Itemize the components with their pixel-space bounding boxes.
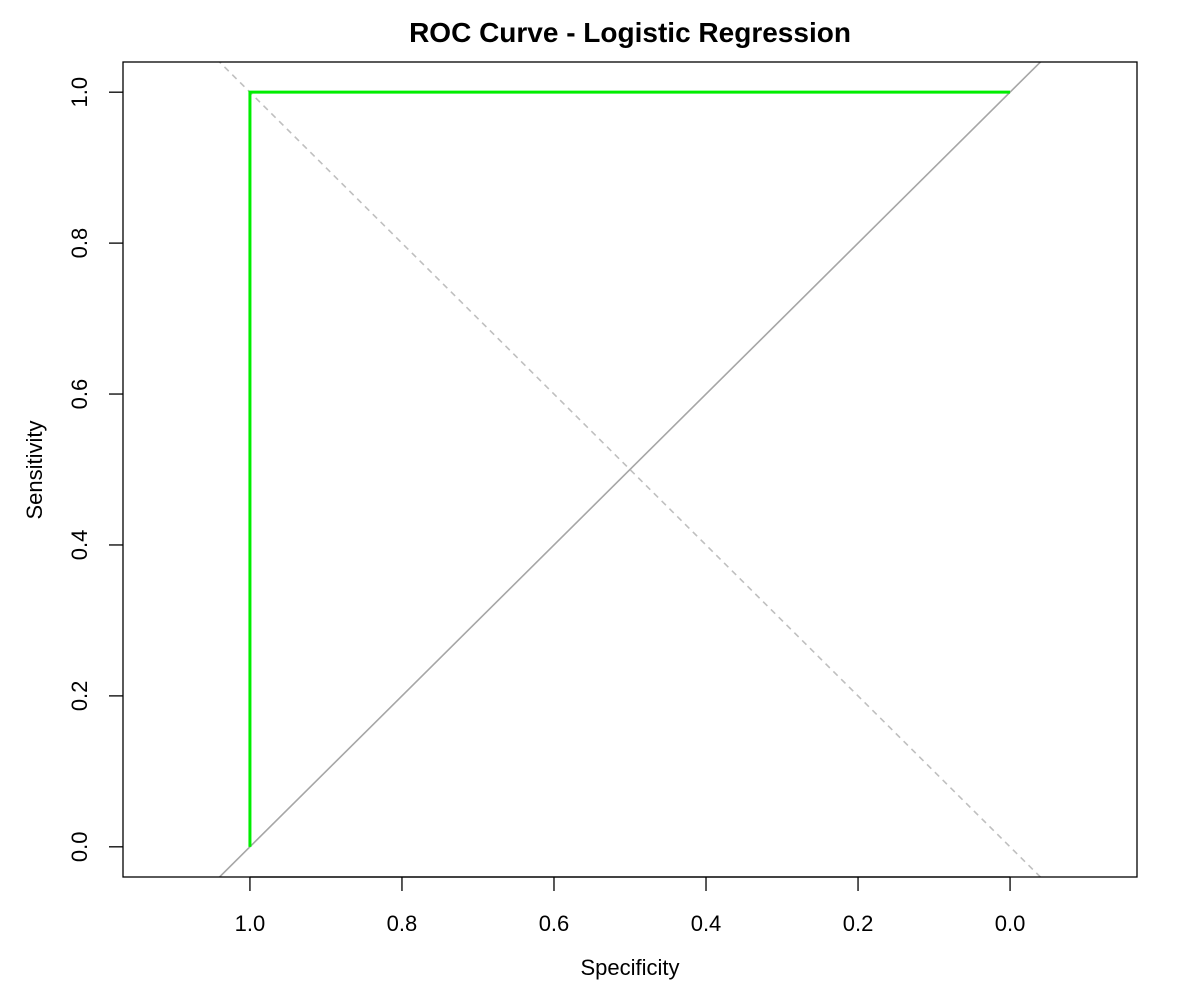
y-tick-label: 0.4 bbox=[67, 530, 92, 561]
y-axis-label: Sensitivity bbox=[22, 420, 47, 519]
y-tick-label: 0.6 bbox=[67, 379, 92, 410]
y-tick-label: 0.0 bbox=[67, 832, 92, 863]
y-tick-label: 0.2 bbox=[67, 681, 92, 712]
x-tick-label: 0.0 bbox=[995, 911, 1026, 936]
x-tick-label: 0.8 bbox=[387, 911, 418, 936]
y-tick-label: 0.8 bbox=[67, 228, 92, 259]
x-tick-label: 0.2 bbox=[843, 911, 874, 936]
y-axis: 0.0 0.2 0.4 0.6 0.8 1.0 bbox=[67, 77, 123, 862]
dashed-reference-line bbox=[218, 62, 1042, 877]
chance-diagonal-line bbox=[218, 62, 1042, 877]
x-axis-label: Specificity bbox=[580, 955, 679, 980]
roc-curve-line bbox=[248, 90, 1011, 847]
y-tick-label: 1.0 bbox=[67, 77, 92, 108]
chart-title: ROC Curve - Logistic Regression bbox=[409, 17, 851, 48]
reference-lines bbox=[218, 62, 1042, 877]
x-tick-label: 0.4 bbox=[691, 911, 722, 936]
series-group bbox=[248, 90, 1011, 847]
x-axis: 1.0 0.8 0.6 0.4 0.2 0.0 bbox=[235, 876, 1026, 936]
x-tick-label: 0.6 bbox=[539, 911, 570, 936]
x-tick-label: 1.0 bbox=[235, 911, 266, 936]
